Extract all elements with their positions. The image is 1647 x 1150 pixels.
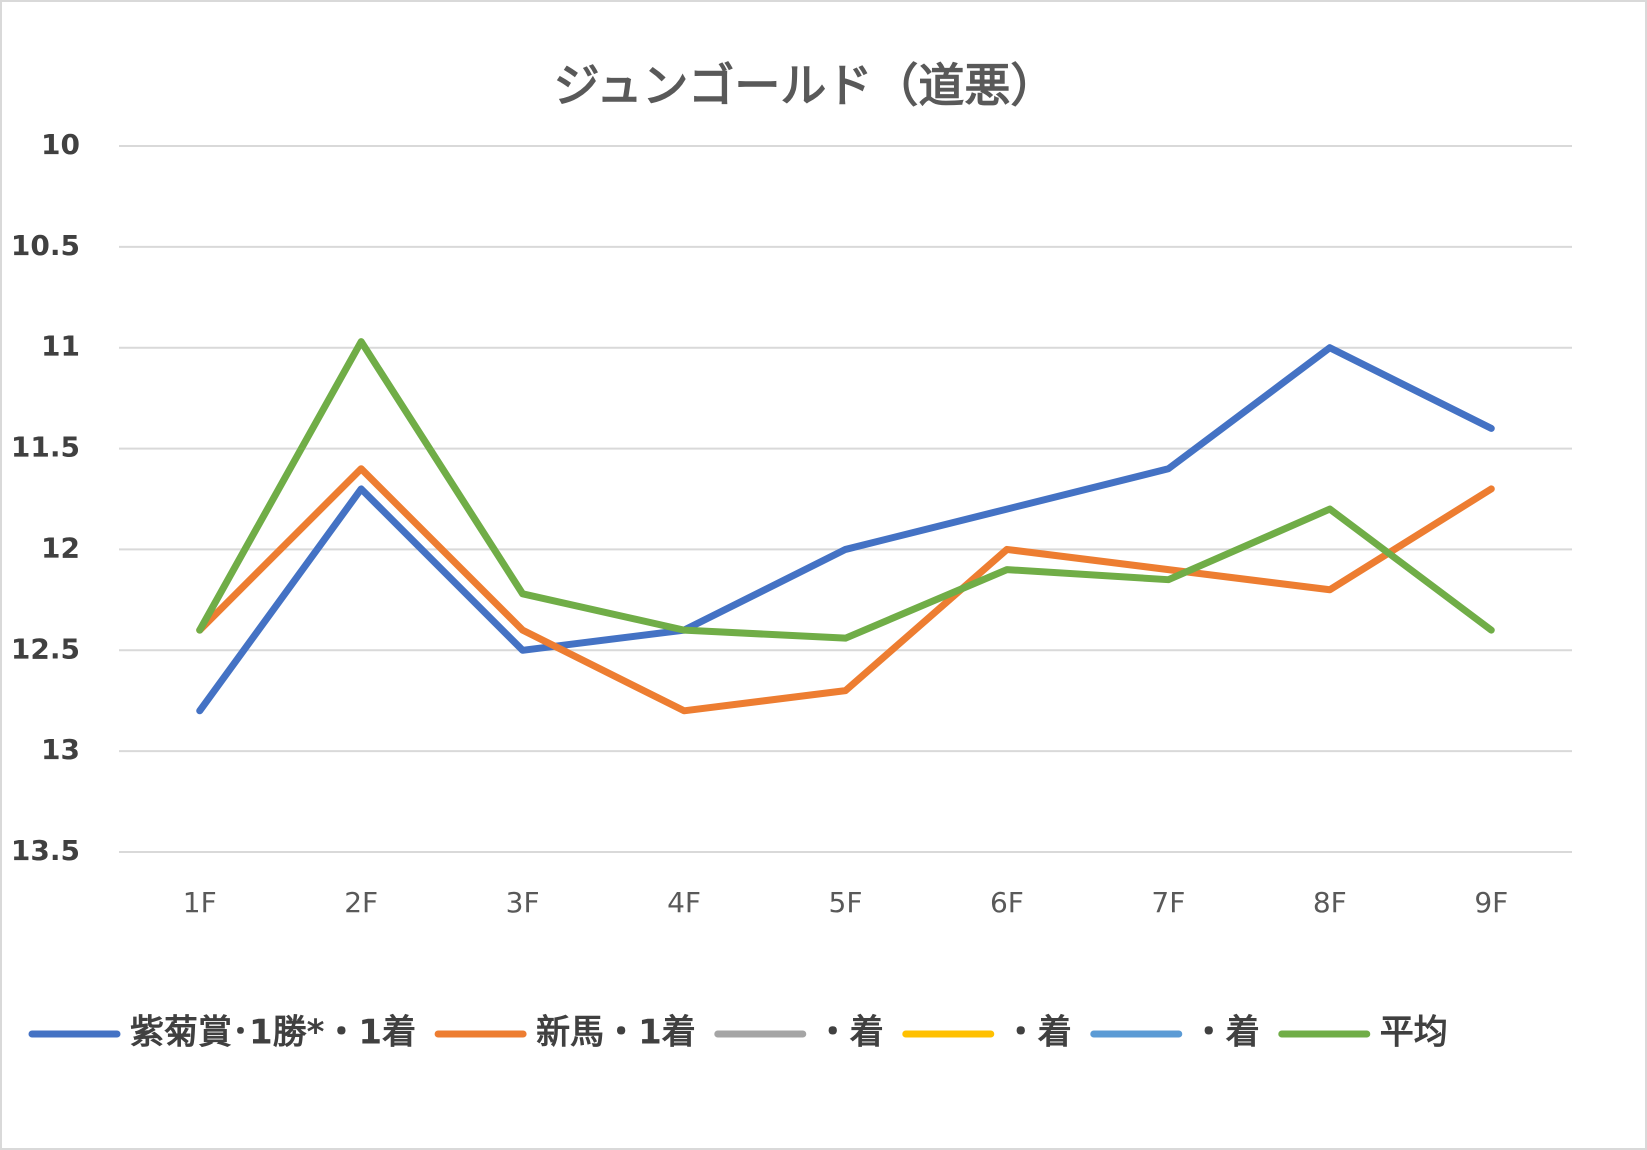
y-tick-label: 10	[41, 128, 80, 161]
chart-title: ジュンゴールド（道悪）	[554, 59, 1057, 113]
y-tick-label: 10.5	[11, 229, 80, 262]
y-tick-label: 11.5	[11, 431, 80, 464]
legend-label: 平均	[1380, 1013, 1448, 1053]
legend-label: ・着	[1192, 1013, 1260, 1053]
y-tick-label: 12.5	[11, 632, 80, 665]
legend-label: 紫菊賞･1勝*・1着	[130, 1013, 416, 1053]
x-tick-label: 7F	[1151, 886, 1185, 919]
series-line	[196, 465, 1495, 715]
y-tick-label: 13.5	[11, 834, 80, 867]
x-tick-label: 5F	[829, 886, 863, 919]
legend-label: ・着	[816, 1013, 884, 1053]
y-tick-label: 12	[41, 531, 80, 564]
legend-label: ・着	[1004, 1013, 1072, 1053]
x-tick-label: 1F	[183, 886, 217, 919]
x-tick-label: 3F	[506, 886, 540, 919]
x-tick-label: 6F	[990, 886, 1024, 919]
y-tick-label: 13	[41, 733, 80, 766]
x-tick-label: 9F	[1474, 886, 1508, 919]
series-line	[196, 338, 1495, 642]
series-line	[196, 344, 1495, 715]
x-tick-label: 2F	[344, 886, 378, 919]
legend-label: 新馬・1着	[536, 1013, 696, 1053]
x-tick-label: 8F	[1313, 886, 1347, 919]
y-tick-label: 11	[41, 330, 80, 363]
x-tick-label: 4F	[667, 886, 701, 919]
